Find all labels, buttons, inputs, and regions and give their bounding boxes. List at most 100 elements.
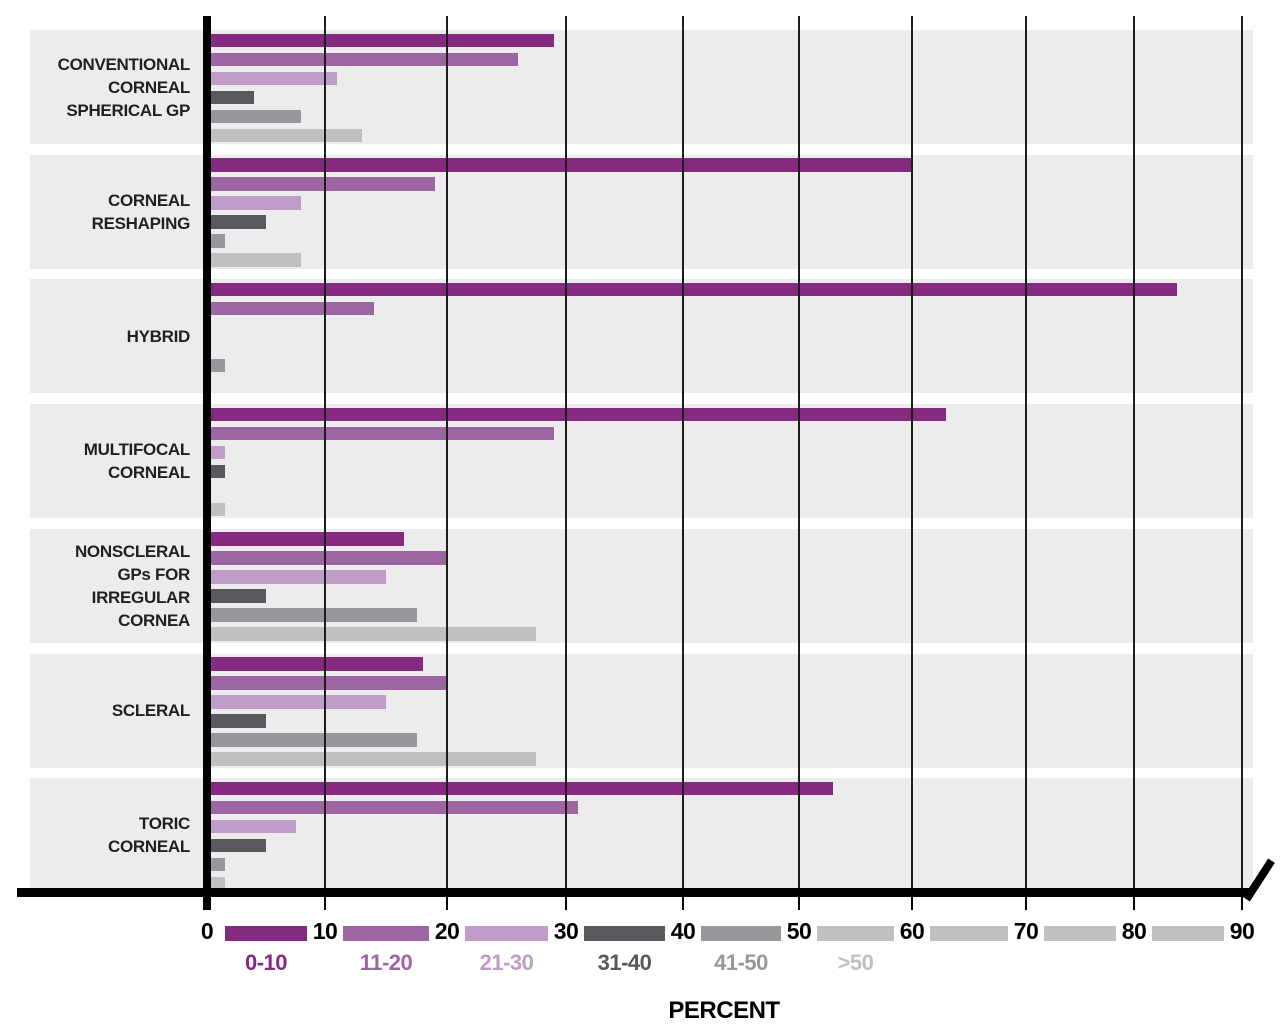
bar-0-10 bbox=[207, 781, 833, 796]
tick-label: 40 bbox=[670, 918, 696, 944]
legend-swatch bbox=[930, 926, 1008, 941]
bar-11-20 bbox=[207, 676, 447, 690]
bar->50 bbox=[207, 253, 302, 267]
category-label: SCLERAL bbox=[30, 654, 198, 768]
bar-21-30 bbox=[207, 695, 386, 709]
bar-41-50 bbox=[207, 234, 225, 248]
bar->50 bbox=[207, 752, 537, 766]
axis-tick bbox=[682, 897, 684, 910]
category-band bbox=[30, 154, 1253, 269]
axis-tick bbox=[798, 897, 800, 910]
axis-tick bbox=[1025, 897, 1027, 910]
axis-tick bbox=[1241, 897, 1243, 910]
legend-label: 21-30 bbox=[479, 950, 534, 975]
legend-swatch bbox=[343, 926, 429, 941]
category-label: NONSCLERAL GPs FOR IRREGULAR CORNEA bbox=[30, 529, 198, 643]
category-band bbox=[30, 279, 1253, 394]
category-label-line: IRREGULAR bbox=[91, 587, 191, 607]
tick-label: 80 bbox=[1121, 918, 1147, 944]
tick-label: 10 bbox=[312, 918, 338, 944]
bar-31-40 bbox=[207, 215, 266, 229]
bar-0-10 bbox=[207, 407, 947, 422]
bar-41-50 bbox=[207, 733, 417, 747]
category-label: CORNEAL RESHAPING bbox=[30, 155, 198, 269]
bar-21-30 bbox=[207, 196, 302, 210]
axis-tick bbox=[565, 897, 567, 910]
category-label-line: HYBRID bbox=[126, 326, 191, 346]
category-label-line: RESHAPING bbox=[91, 213, 191, 233]
category-label-line: SPHERICAL GP bbox=[66, 100, 190, 120]
category-label-line: CORNEAL bbox=[108, 837, 190, 857]
gridline bbox=[798, 16, 800, 893]
category-label-line: GPs FOR bbox=[117, 564, 190, 584]
bar-31-40 bbox=[207, 589, 266, 603]
category-label-line: CORNEA bbox=[118, 610, 190, 630]
gridline bbox=[911, 16, 913, 893]
gridline bbox=[446, 16, 448, 893]
axis-tick bbox=[911, 897, 913, 910]
bar-11-20 bbox=[207, 177, 435, 191]
gridline bbox=[1133, 16, 1135, 893]
bar-31-40 bbox=[207, 714, 266, 728]
x-axis-title: PERCENT bbox=[668, 997, 780, 1024]
category-band bbox=[30, 778, 1253, 893]
bar-11-20 bbox=[207, 551, 447, 565]
legend-swatch bbox=[817, 926, 894, 941]
tick-label: 50 bbox=[786, 918, 812, 944]
tick-label: 20 bbox=[434, 918, 460, 944]
bar-31-40 bbox=[207, 90, 255, 104]
category-label-line: CORNEAL bbox=[108, 463, 190, 483]
bar-21-30 bbox=[207, 71, 338, 85]
category-band bbox=[30, 404, 1253, 519]
tick-label: 30 bbox=[553, 918, 579, 944]
category-label: CONVENTIONAL CORNEAL SPHERICAL GP bbox=[30, 30, 198, 144]
legend-swatch bbox=[465, 926, 548, 941]
x-axis bbox=[17, 888, 1253, 897]
gridline bbox=[324, 16, 326, 893]
tick-label: 60 bbox=[899, 918, 925, 944]
bar-0-10 bbox=[207, 657, 423, 671]
category-label-line: TORIC bbox=[138, 814, 190, 834]
legend-swatch bbox=[225, 926, 307, 941]
category-label-line: CONVENTIONAL bbox=[57, 54, 191, 74]
gridline bbox=[565, 16, 567, 893]
category-label-line: CORNEAL bbox=[108, 77, 190, 97]
bar-41-50 bbox=[207, 608, 417, 622]
legend-label: 0-10 bbox=[244, 950, 288, 975]
bar-0-10 bbox=[207, 532, 405, 546]
bar-21-30 bbox=[207, 819, 296, 834]
gridline bbox=[682, 16, 684, 893]
legend-label: >50 bbox=[837, 950, 874, 975]
tick-label: 0 bbox=[200, 918, 214, 944]
category-label-line: SCLERAL bbox=[111, 701, 190, 720]
bar-0-10 bbox=[207, 282, 1178, 297]
bar-0-10 bbox=[207, 33, 555, 47]
bar-11-20 bbox=[207, 301, 374, 316]
bar-41-50 bbox=[207, 109, 302, 123]
legend-swatch bbox=[1044, 926, 1116, 941]
bar-41-50 bbox=[207, 857, 225, 872]
bar->50 bbox=[207, 627, 537, 641]
category-label-line: MULTIFOCAL bbox=[83, 440, 191, 460]
gridline bbox=[1241, 16, 1243, 893]
axis-tick bbox=[1133, 897, 1135, 910]
gridline bbox=[1025, 16, 1027, 893]
category-band bbox=[30, 653, 1253, 768]
bar->50 bbox=[207, 502, 225, 517]
tick-label: 90 bbox=[1229, 918, 1255, 944]
legend-label: 41-50 bbox=[714, 950, 768, 975]
axis-tick bbox=[324, 897, 326, 910]
legend-swatch bbox=[701, 926, 781, 941]
legend-label: 11-20 bbox=[359, 950, 413, 975]
category-band bbox=[30, 30, 1253, 144]
category-band bbox=[30, 528, 1253, 643]
bar->50 bbox=[207, 876, 225, 891]
legend-swatch bbox=[1152, 926, 1224, 941]
y-axis bbox=[203, 16, 211, 910]
category-label: HYBRID bbox=[30, 279, 198, 393]
bar->50 bbox=[207, 128, 362, 142]
legend-label: 31-40 bbox=[597, 950, 652, 975]
bar-11-20 bbox=[207, 800, 578, 815]
